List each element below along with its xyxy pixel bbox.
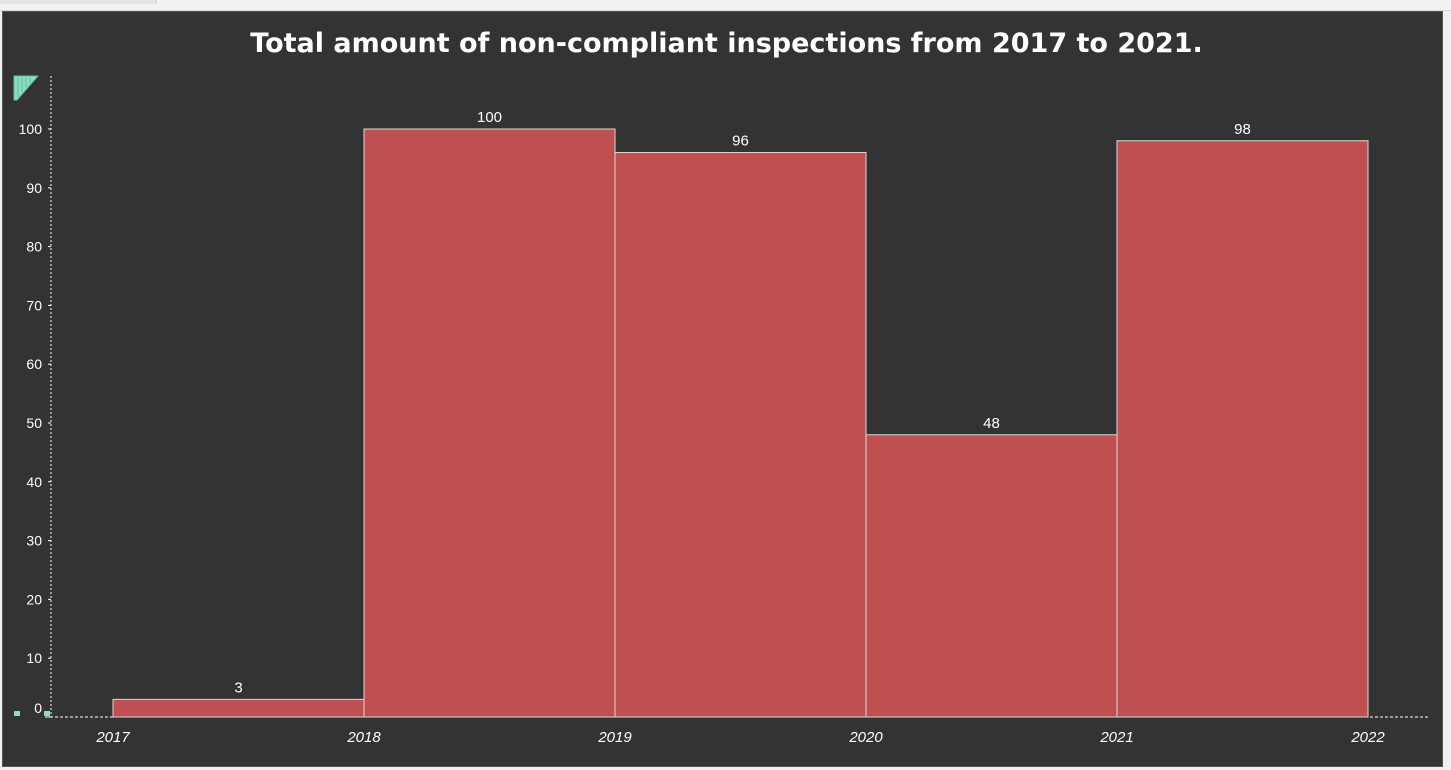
y-ticks: 0 10 20 30 40 50 60 70 80 90 100 <box>19 121 51 718</box>
chart-title: Total amount of non-compliant inspection… <box>250 28 1203 59</box>
axis-handle-icon[interactable] <box>13 75 40 101</box>
resize-handle-icon[interactable] <box>14 711 20 716</box>
x-tick-label: 2019 <box>597 729 632 746</box>
bar-2019[interactable] <box>614 152 867 718</box>
resize-handle-icon[interactable] <box>44 711 50 716</box>
data-label-2021: 98 <box>1234 121 1251 138</box>
x-tick-label: 2021 <box>1099 729 1133 746</box>
bar-2017[interactable] <box>112 698 365 718</box>
y-tick-label: 80 <box>26 239 42 255</box>
y-tick-label: 30 <box>26 533 42 549</box>
tool-icons <box>13 75 50 716</box>
bar-2020[interactable] <box>865 434 1118 718</box>
y-tick-label: 20 <box>26 591 42 607</box>
y-tick-label: 100 <box>19 121 43 137</box>
bar-2018[interactable] <box>363 128 616 718</box>
y-tick-label: 70 <box>26 297 42 313</box>
x-tick-label: 2020 <box>848 729 883 746</box>
data-labels: 3 100 96 48 98 <box>234 109 1251 696</box>
window-top-strip <box>0 0 1451 11</box>
y-tick-label: 0 <box>34 700 42 716</box>
y-tick-label: 90 <box>26 180 42 196</box>
y-tick-label: 40 <box>26 474 42 490</box>
x-tick-label: 2022 <box>1350 729 1385 746</box>
x-tick-label: 2017 <box>95 729 130 746</box>
data-label-2018: 100 <box>477 109 502 126</box>
y-tick-label: 10 <box>26 650 42 666</box>
x-tick-label: 2018 <box>346 729 381 746</box>
data-label-2020: 48 <box>983 415 1000 432</box>
bars <box>112 128 1369 718</box>
data-label-2019: 96 <box>732 133 749 150</box>
y-tick-label: 50 <box>26 415 42 431</box>
data-label-2017: 3 <box>234 679 242 696</box>
y-tick-label: 60 <box>26 356 42 372</box>
window-tab <box>0 0 157 4</box>
x-ticks: 2017 2018 2019 2020 2021 2022 <box>95 729 1385 746</box>
bar-2021[interactable] <box>1116 140 1369 718</box>
